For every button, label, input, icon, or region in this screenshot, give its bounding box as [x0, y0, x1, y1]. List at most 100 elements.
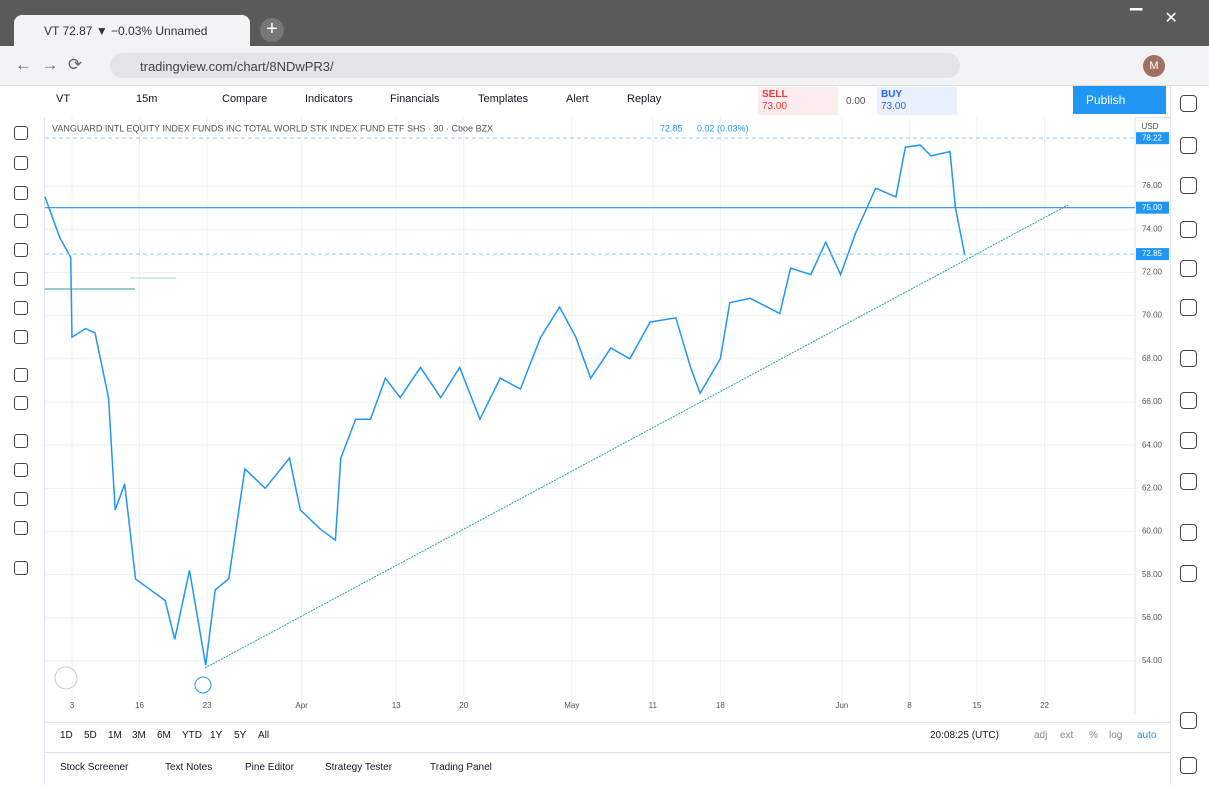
y-tick-label: 58.00: [1142, 570, 1163, 579]
toolbar-item[interactable]: Indicators: [305, 93, 353, 105]
range-button[interactable]: All: [258, 730, 270, 741]
publish-button[interactable]: [1073, 86, 1166, 114]
nav-buttons[interactable]: ← → ⟳: [15, 55, 83, 74]
publish-label: Publish: [1086, 93, 1126, 107]
drawing-tool-icon[interactable]: [14, 368, 28, 382]
drawing-tool-icon[interactable]: [14, 126, 28, 140]
buy-box[interactable]: [877, 87, 957, 115]
x-tick-label: 18: [716, 701, 725, 710]
drawing-tool-icon[interactable]: [14, 521, 28, 535]
range-bar: [45, 722, 1170, 750]
axis-option[interactable]: adj: [1034, 730, 1048, 741]
sidebar-icon[interactable]: [1180, 260, 1197, 277]
range-button[interactable]: 5D: [84, 730, 97, 741]
sell-box[interactable]: [758, 87, 838, 115]
drawing-tool-icon[interactable]: [14, 330, 28, 344]
bottom-tab[interactable]: Pine Editor: [245, 762, 294, 773]
sidebar-icon[interactable]: [1180, 565, 1197, 582]
range-button[interactable]: 5Y: [234, 730, 247, 741]
y-tick-label: 74.00: [1142, 224, 1163, 233]
drawing-tool-icon[interactable]: [14, 156, 28, 170]
right-sidebar: [1170, 86, 1209, 785]
toolbar-item[interactable]: Financials: [390, 93, 440, 105]
x-tick-label: 11: [649, 701, 658, 710]
symbol-title: VANGUARD INTL EQUITY INDEX FUNDS INC TOT…: [52, 123, 493, 133]
range-button[interactable]: YTD: [182, 730, 202, 741]
x-tick-label: 13: [392, 701, 401, 710]
x-tick-label: Apr: [295, 701, 308, 710]
symbol[interactable]: VT: [56, 93, 71, 105]
address-bar[interactable]: [110, 53, 960, 78]
sidebar-icon[interactable]: [1180, 137, 1197, 154]
y-tick-label: 76.00: [1142, 181, 1163, 190]
sidebar-icon[interactable]: [1180, 221, 1197, 238]
url: tradingview.com/chart/8NDwPR3/: [140, 59, 334, 74]
drawing-tool-icon[interactable]: [14, 434, 28, 448]
sidebar-icon[interactable]: [1180, 177, 1197, 194]
sidebar-icon[interactable]: [1180, 432, 1197, 449]
tv-logo[interactable]: [54, 666, 78, 690]
price-label: 75.00: [1142, 203, 1163, 212]
y-tick-label: 54.00: [1142, 656, 1163, 665]
y-tick-label: 62.00: [1142, 483, 1163, 492]
toolbar-item[interactable]: Compare: [222, 93, 268, 105]
sidebar-icon[interactable]: [1180, 757, 1197, 774]
drawing-tool-icon[interactable]: [14, 301, 28, 315]
sidebar-icon[interactable]: [1180, 95, 1197, 112]
x-tick-label: 22: [1040, 701, 1049, 710]
x-tick-label: May: [564, 701, 579, 710]
bottom-tab[interactable]: Text Notes: [165, 762, 213, 773]
range-button[interactable]: 1M: [108, 730, 122, 741]
price-change: 0.02 (0.03%): [697, 123, 749, 133]
interval[interactable]: 15m: [136, 93, 158, 105]
axis-option[interactable]: ext: [1060, 730, 1074, 741]
event-marker[interactable]: [194, 676, 212, 694]
y-tick-label: 60.00: [1142, 527, 1163, 536]
bottom-tab[interactable]: Stock Screener: [60, 762, 129, 773]
drawing-tool-icon[interactable]: [14, 272, 28, 286]
bottom-tab[interactable]: Trading Panel: [430, 762, 492, 773]
drawing-tool-icon[interactable]: [14, 492, 28, 506]
axis-option[interactable]: auto: [1137, 730, 1157, 741]
y-tick-label: 68.00: [1142, 354, 1163, 363]
profile-avatar[interactable]: M: [1143, 55, 1165, 77]
sidebar-icon[interactable]: [1180, 392, 1197, 409]
browser-tab[interactable]: [14, 15, 250, 46]
drawing-tool-icon[interactable]: [14, 561, 28, 575]
sell-price: 73.00: [762, 101, 788, 112]
last-price: 72.85: [660, 123, 683, 133]
toolbar-item[interactable]: Replay: [627, 93, 662, 105]
sidebar-icon[interactable]: [1180, 524, 1197, 541]
y-tick-label: 56.00: [1142, 613, 1163, 622]
price-label-box: [1136, 201, 1169, 214]
window-controls[interactable]: ▔ ✕: [1130, 10, 1178, 27]
drawing-tool-icon[interactable]: [14, 214, 28, 228]
plot-area: [45, 117, 1135, 715]
sidebar-icon[interactable]: [1180, 712, 1197, 729]
price-label-box: [1136, 132, 1169, 145]
new-tab-button[interactable]: +: [260, 18, 284, 42]
sidebar-icon[interactable]: [1180, 350, 1197, 367]
drawing-tool-icon[interactable]: [14, 186, 28, 200]
toolbar-item[interactable]: Templates: [478, 93, 529, 105]
range-button[interactable]: 3M: [132, 730, 146, 741]
sidebar-icon[interactable]: [1180, 473, 1197, 490]
range-button[interactable]: 6M: [157, 730, 171, 741]
range-button[interactable]: 1Y: [210, 730, 223, 741]
toolbar-item[interactable]: Alert: [566, 93, 589, 105]
sidebar-icon[interactable]: [1180, 299, 1197, 316]
x-tick-label: 16: [135, 701, 144, 710]
currency: USD: [1142, 122, 1159, 131]
axis-option[interactable]: %: [1089, 730, 1098, 741]
bottom-tab[interactable]: Strategy Tester: [325, 762, 393, 773]
trend-line[interactable]: [204, 204, 1069, 669]
price-label: 72.85: [1142, 249, 1163, 258]
range-button[interactable]: 1D: [60, 730, 73, 741]
drawing-tool-icon[interactable]: [14, 463, 28, 477]
buy-price: 73.00: [881, 101, 907, 112]
drawing-tool-icon[interactable]: [14, 243, 28, 257]
y-tick-label: 70.00: [1142, 311, 1163, 320]
x-tick-label: 20: [459, 701, 468, 710]
drawing-tool-icon[interactable]: [14, 396, 28, 410]
axis-option[interactable]: log: [1109, 730, 1123, 741]
